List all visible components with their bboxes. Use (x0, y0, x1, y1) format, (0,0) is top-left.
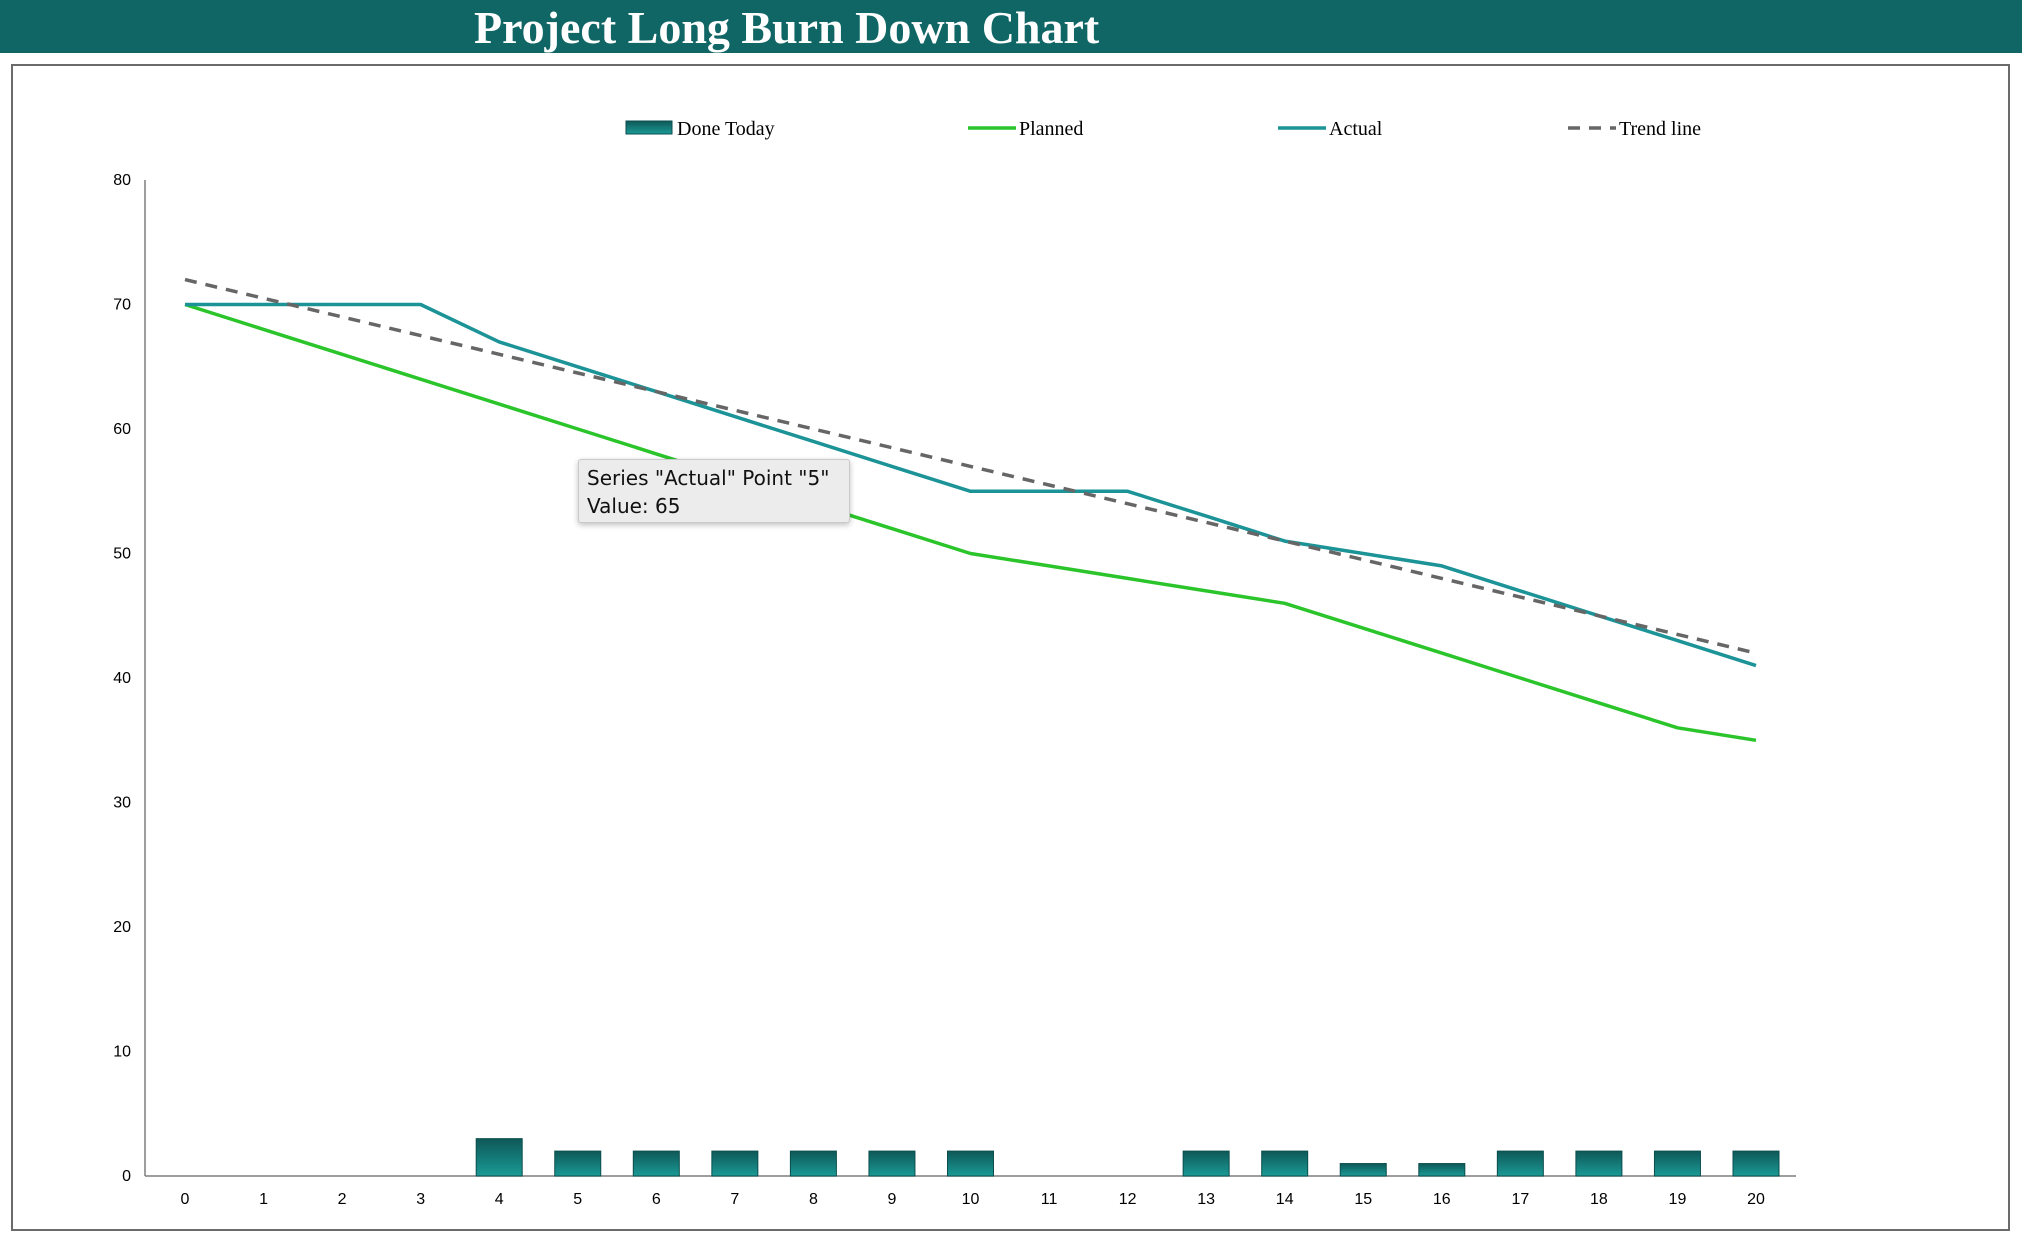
x-tick-label: 2 (338, 1191, 347, 1208)
done-today-bar[interactable] (868, 1150, 916, 1177)
x-tick-label: 3 (416, 1191, 425, 1208)
burn-down-chart[interactable]: Done Today Planned Actual Trend line 010203… (13, 66, 2008, 1229)
x-tick-label: 12 (1119, 1191, 1137, 1208)
x-tick-label: 1 (259, 1191, 268, 1208)
chart-tooltip: Series "Actual" Point "5" Value: 65 (578, 459, 850, 523)
x-tick-label: 17 (1511, 1191, 1529, 1208)
chart-legend: Done Today Planned Actual Trend line (625, 118, 1701, 140)
done-today-bar[interactable] (1653, 1150, 1701, 1177)
done-today-bars (475, 1138, 1780, 1177)
x-tick-label: 9 (887, 1191, 896, 1208)
legend-item-done-today[interactable]: Done Today (625, 118, 775, 140)
y-tick-label: 10 (113, 1044, 131, 1061)
done-today-bar[interactable] (1261, 1150, 1309, 1177)
y-tick-label: 0 (122, 1168, 131, 1185)
y-tick-label: 50 (113, 546, 131, 563)
done-today-bar[interactable] (1496, 1150, 1544, 1177)
done-today-bar[interactable] (554, 1150, 602, 1177)
done-today-bar[interactable] (1575, 1150, 1623, 1177)
x-tick-label: 14 (1276, 1191, 1294, 1208)
actual-series-line[interactable] (185, 302, 1757, 668)
y-tick-label: 80 (113, 172, 131, 189)
x-tick-label: 7 (730, 1191, 739, 1208)
x-tick-label: 11 (1041, 1191, 1058, 1208)
legend-item-actual[interactable]: Actual (1278, 118, 1383, 140)
done-today-bar[interactable] (711, 1150, 759, 1177)
legend-item-trend-line[interactable]: Trend line (1568, 118, 1701, 140)
x-tick-label: 16 (1433, 1191, 1451, 1208)
x-tick-label: 0 (181, 1191, 190, 1208)
y-tick-label: 70 (113, 297, 131, 314)
x-tick-label: 4 (495, 1191, 504, 1208)
tooltip-series-point: Series "Actual" Point "5" (587, 466, 830, 490)
done-today-bar[interactable] (1182, 1150, 1230, 1177)
x-tick-label: 19 (1669, 1191, 1687, 1208)
legend-label: Trend line (1619, 118, 1701, 140)
legend-label: Done Today (677, 118, 775, 140)
x-tick-label: 8 (809, 1191, 818, 1208)
page-title: Project Long Burn Down Chart (474, 2, 1100, 53)
tooltip-value: Value: 65 (587, 494, 681, 518)
legend-label: Actual (1329, 118, 1383, 140)
y-tick-label: 60 (113, 421, 131, 438)
done-today-bar[interactable] (1732, 1150, 1780, 1177)
title-bar: Project Long Burn Down Chart (0, 0, 2022, 53)
trend-line-series-line[interactable] (184, 277, 1757, 655)
x-tick-label: 6 (652, 1191, 661, 1208)
chart-area[interactable]: Done Today Planned Actual Trend line 0 10 20 3… (11, 64, 2010, 1231)
x-tick-label: 10 (962, 1191, 980, 1208)
x-tick-label: 13 (1197, 1191, 1215, 1208)
done-today-bar[interactable] (947, 1150, 994, 1177)
y-tick-label: 20 (113, 919, 131, 936)
done-today-bar[interactable] (789, 1150, 837, 1177)
legend-label: Planned (1019, 118, 1083, 140)
done-today-bar[interactable] (1418, 1163, 1466, 1177)
x-tick-label: 15 (1354, 1191, 1372, 1208)
x-tick-label: 5 (573, 1191, 582, 1208)
legend-swatch-bar (625, 120, 673, 135)
x-tick-label: 18 (1590, 1191, 1608, 1208)
y-tick-label: 30 (113, 795, 131, 812)
done-today-bar[interactable] (1339, 1163, 1387, 1177)
done-today-bar[interactable] (475, 1138, 523, 1177)
chart-lines (184, 277, 1757, 743)
x-tick-label: 20 (1747, 1191, 1765, 1208)
done-today-bar[interactable] (632, 1150, 680, 1177)
legend-item-planned[interactable]: Planned (968, 118, 1083, 140)
planned-series-line[interactable] (184, 302, 1757, 743)
y-tick-label: 40 (113, 670, 131, 687)
